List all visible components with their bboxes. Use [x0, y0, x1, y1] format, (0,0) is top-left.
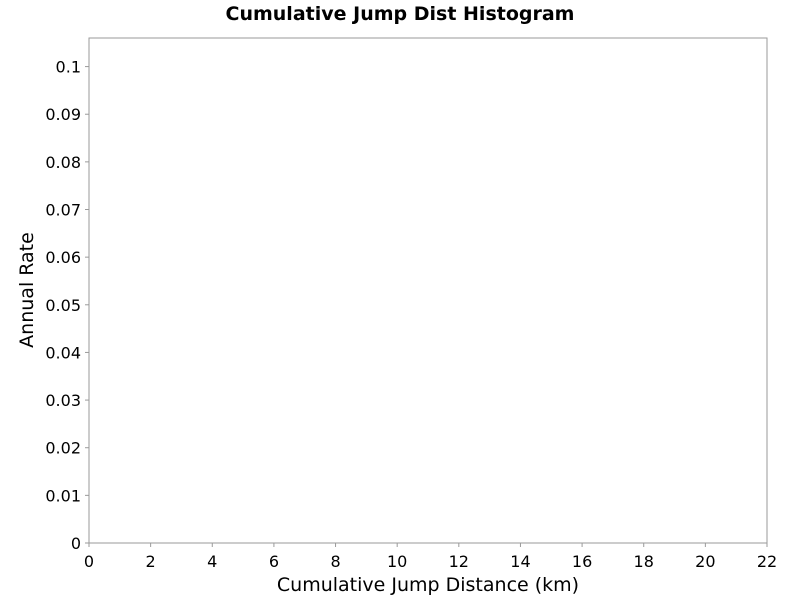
y-tick-label: 0.03: [45, 391, 81, 410]
x-axis-label: Cumulative Jump Distance (km): [277, 574, 579, 596]
chart-title: Cumulative Jump Dist Histogram: [226, 3, 575, 25]
x-tick-label: 4: [207, 552, 217, 571]
x-tick-label: 2: [146, 552, 156, 571]
y-tick-label: 0: [71, 534, 81, 553]
x-tick-label: 16: [572, 552, 592, 571]
x-tick-label: 8: [330, 552, 340, 571]
y-tick-label: 0.02: [45, 439, 81, 458]
y-tick-label: 0.09: [45, 105, 81, 124]
y-tick-label: 0.08: [45, 153, 81, 172]
y-tick-label: 0.01: [45, 486, 81, 505]
x-tick-label: 20: [695, 552, 715, 571]
plot-area: 0 0.01 0.02 0.03 0.04 0.05 0.06 0.07 0.08 0.09 0.1…: [45, 37, 777, 571]
y-tick-label: 0.05: [45, 296, 81, 315]
x-tick-label: 22: [757, 552, 777, 571]
y-axis-label: Annual Rate: [16, 232, 38, 348]
y-tick-label: 0.07: [45, 201, 81, 220]
x-tick-label: 14: [510, 552, 530, 571]
x-tick-label: 0: [84, 552, 94, 571]
x-tick-label: 10: [387, 552, 407, 571]
y-tick-label: 0.1: [56, 58, 81, 77]
y-tick-label: 0.06: [45, 248, 81, 267]
x-tick-label: 18: [634, 552, 654, 571]
x-tick-label: 6: [269, 552, 279, 571]
plot-frame: [88, 37, 768, 544]
y-tick-label: 0.04: [45, 343, 81, 362]
x-tick-label: 12: [449, 552, 469, 571]
